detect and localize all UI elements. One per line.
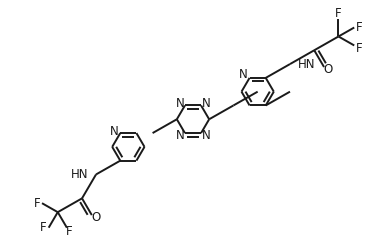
- Text: O: O: [91, 211, 100, 223]
- Text: O: O: [323, 64, 333, 76]
- Text: N: N: [202, 129, 211, 141]
- Text: F: F: [356, 42, 363, 55]
- Text: N: N: [239, 68, 248, 81]
- Text: F: F: [356, 21, 363, 34]
- Text: F: F: [34, 197, 40, 210]
- Text: N: N: [176, 97, 184, 110]
- Text: N: N: [110, 125, 119, 138]
- Text: N: N: [202, 97, 211, 110]
- Text: HN: HN: [298, 58, 315, 71]
- Text: F: F: [40, 221, 47, 234]
- Text: N: N: [176, 129, 184, 141]
- Text: F: F: [65, 225, 72, 238]
- Text: F: F: [335, 7, 342, 20]
- Text: HN: HN: [71, 168, 88, 181]
